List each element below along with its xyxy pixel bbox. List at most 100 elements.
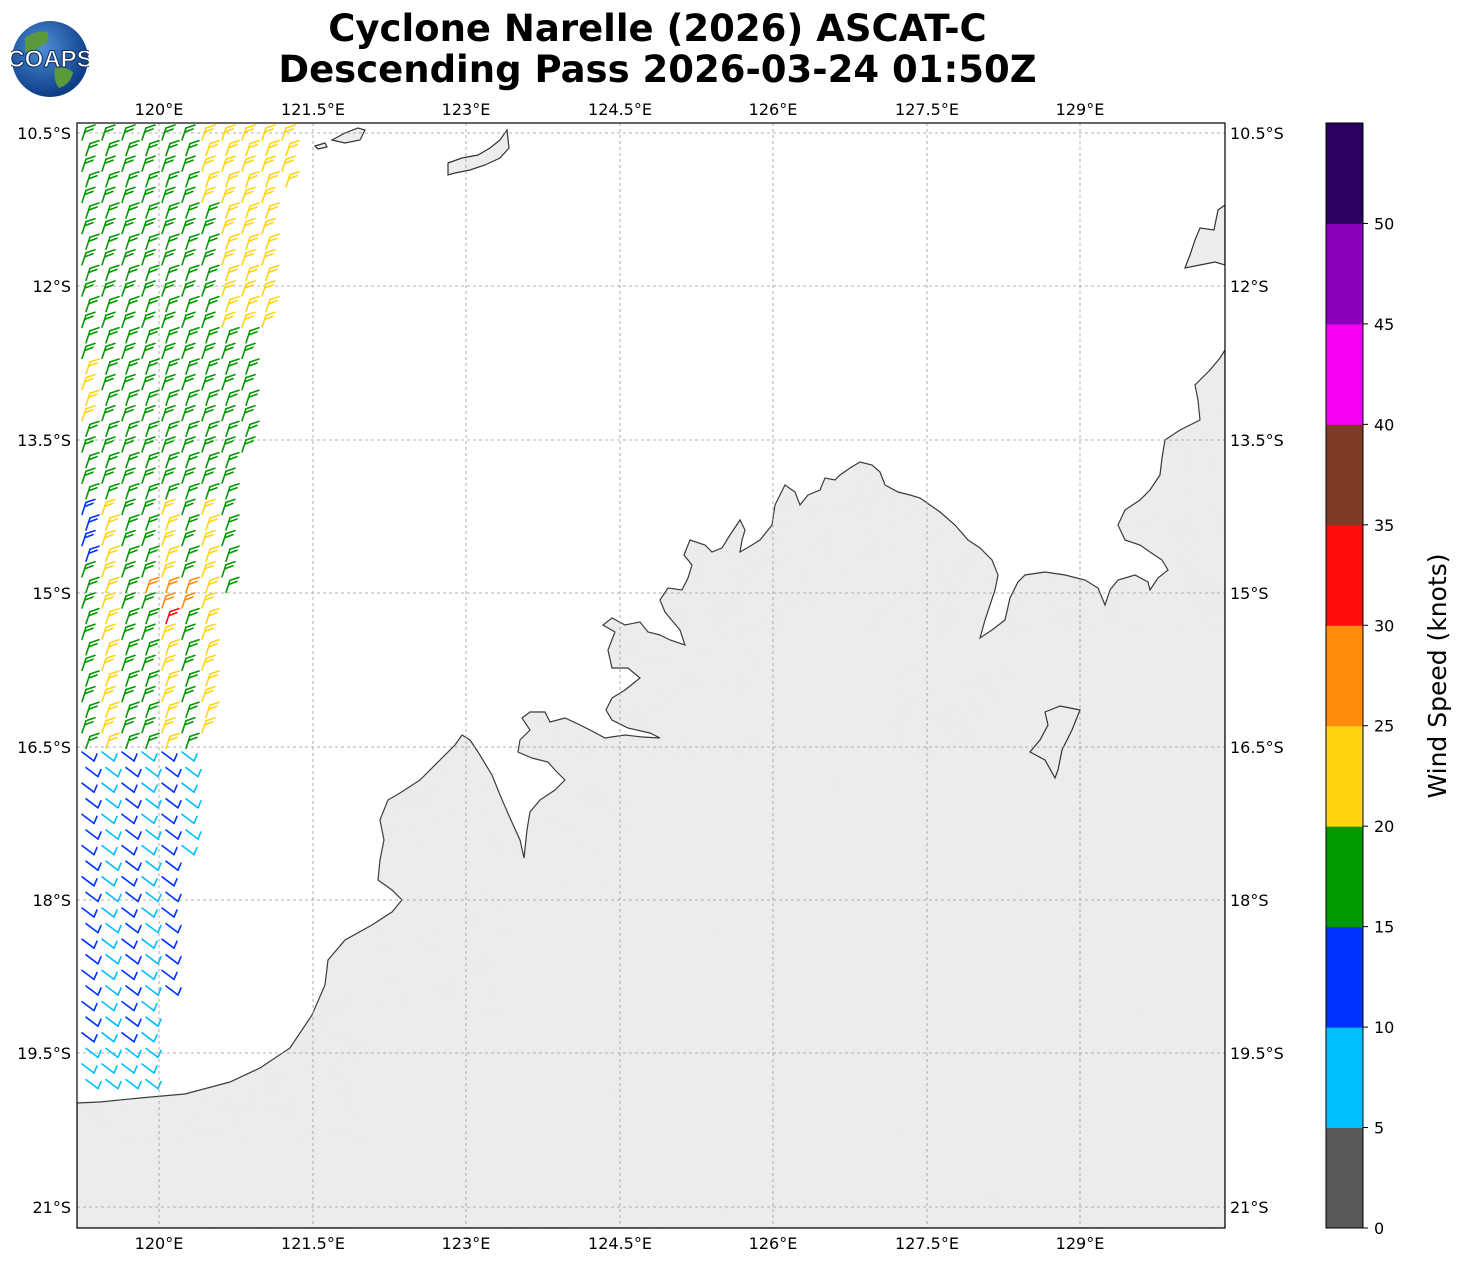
wind-barb xyxy=(185,766,202,778)
wind-barb xyxy=(265,139,280,157)
wind-barb xyxy=(181,685,196,703)
wind-barb xyxy=(185,202,200,219)
wind-barb xyxy=(185,326,200,344)
wind-barb xyxy=(241,186,256,204)
wind-barb xyxy=(261,217,276,235)
wind-barb xyxy=(165,953,182,965)
wind-barb xyxy=(101,813,118,825)
wind-barb xyxy=(161,969,178,981)
lon-tick-top: 124.5°E xyxy=(588,100,652,119)
wind-barb xyxy=(161,907,178,918)
wind-barb xyxy=(161,311,176,329)
wind-barb xyxy=(205,295,220,313)
wind-barb xyxy=(161,529,176,547)
wind-barb xyxy=(145,420,160,438)
wind-barb xyxy=(241,155,256,172)
wind-barb xyxy=(125,1016,142,1027)
wind-barb xyxy=(85,1047,102,1059)
wind-barb xyxy=(181,342,196,360)
wind-barb xyxy=(141,685,156,703)
wind-barb xyxy=(121,938,138,950)
wind-barb xyxy=(121,623,136,641)
wind-barb xyxy=(261,155,276,172)
wind-barb xyxy=(145,482,160,500)
wind-barb xyxy=(221,436,236,453)
wind-barb xyxy=(265,233,280,250)
wind-barb xyxy=(141,280,156,297)
wind-barb xyxy=(225,295,240,313)
wind-barb xyxy=(125,607,140,625)
wind-barb xyxy=(141,907,158,918)
wind-barb xyxy=(185,482,200,500)
wind-barb xyxy=(165,451,180,469)
wind-barb xyxy=(105,607,120,625)
wind-barb xyxy=(81,311,96,329)
wind-barb xyxy=(181,592,196,609)
wind-barb xyxy=(201,186,216,204)
wind-barb xyxy=(205,202,220,219)
wind-barb xyxy=(81,875,98,887)
wind-barb xyxy=(185,264,200,282)
lat-tick-left: 15°S xyxy=(32,584,71,603)
lat-tick-left: 21°S xyxy=(32,1198,71,1217)
wind-barb xyxy=(221,186,236,204)
wind-barb xyxy=(161,592,176,609)
wind-barb xyxy=(181,436,196,453)
wind-barb xyxy=(121,782,138,794)
wind-barb xyxy=(125,326,140,344)
wind-barb xyxy=(121,592,136,609)
wind-barb xyxy=(141,311,156,329)
wind-barb xyxy=(81,560,96,578)
wind-barb xyxy=(105,545,120,563)
wind-barb xyxy=(101,217,116,235)
wind-barb xyxy=(141,1000,158,1012)
wind-barb xyxy=(165,701,180,719)
wind-barb xyxy=(165,766,182,778)
wind-barb xyxy=(125,171,140,188)
wind-barb xyxy=(101,685,116,703)
lon-tick-bottom: 120°E xyxy=(135,1234,184,1253)
wind-barb xyxy=(261,249,276,266)
wind-barb xyxy=(181,186,196,204)
colorbar-tick-label: 0 xyxy=(1374,1219,1384,1238)
wind-barb xyxy=(121,280,136,297)
latitude-labels-left: 10.5°S 12°S 13.5°S 15°S 16.5°S 18°S 19.5°S 21°S xyxy=(17,124,71,1217)
colorbar-tick-label: 35 xyxy=(1374,516,1394,535)
wind-barb xyxy=(121,654,136,672)
wind-barb xyxy=(245,295,260,313)
wind-barb xyxy=(81,844,98,856)
wind-barb xyxy=(181,124,196,141)
wind-barb xyxy=(221,311,236,329)
wind-barb xyxy=(161,654,176,672)
wind-barb xyxy=(125,233,140,250)
wind-barb xyxy=(105,233,120,250)
wind-barb xyxy=(101,751,118,762)
wind-barb xyxy=(105,701,120,719)
wind-barb xyxy=(221,373,236,391)
lat-tick-left: 16.5°S xyxy=(17,738,71,757)
wind-barb xyxy=(85,233,100,250)
wind-barb xyxy=(145,139,160,157)
wind-barb xyxy=(161,217,176,235)
wind-barb xyxy=(105,358,120,375)
lat-tick-left: 12°S xyxy=(32,277,71,296)
wind-barb xyxy=(85,420,100,438)
colorbar-tick-label: 15 xyxy=(1374,918,1394,937)
lon-tick-bottom: 124.5°E xyxy=(588,1234,652,1253)
wind-barb xyxy=(145,1078,162,1090)
wind-barb xyxy=(125,202,140,219)
wind-barb xyxy=(81,467,96,485)
wind-barb xyxy=(81,623,96,641)
wind-barb xyxy=(101,1000,118,1012)
wind-barb xyxy=(145,607,160,625)
wind-barb xyxy=(205,545,220,563)
wind-barb xyxy=(125,1047,142,1059)
wind-barb xyxy=(225,139,240,157)
colorbar-tick-label: 40 xyxy=(1374,415,1394,434)
wind-barb xyxy=(205,358,220,375)
wind-barb xyxy=(141,498,156,516)
wind-barb xyxy=(145,545,160,563)
wind-barb xyxy=(165,638,180,656)
wind-barb xyxy=(121,685,136,703)
wind-barb xyxy=(225,576,240,594)
